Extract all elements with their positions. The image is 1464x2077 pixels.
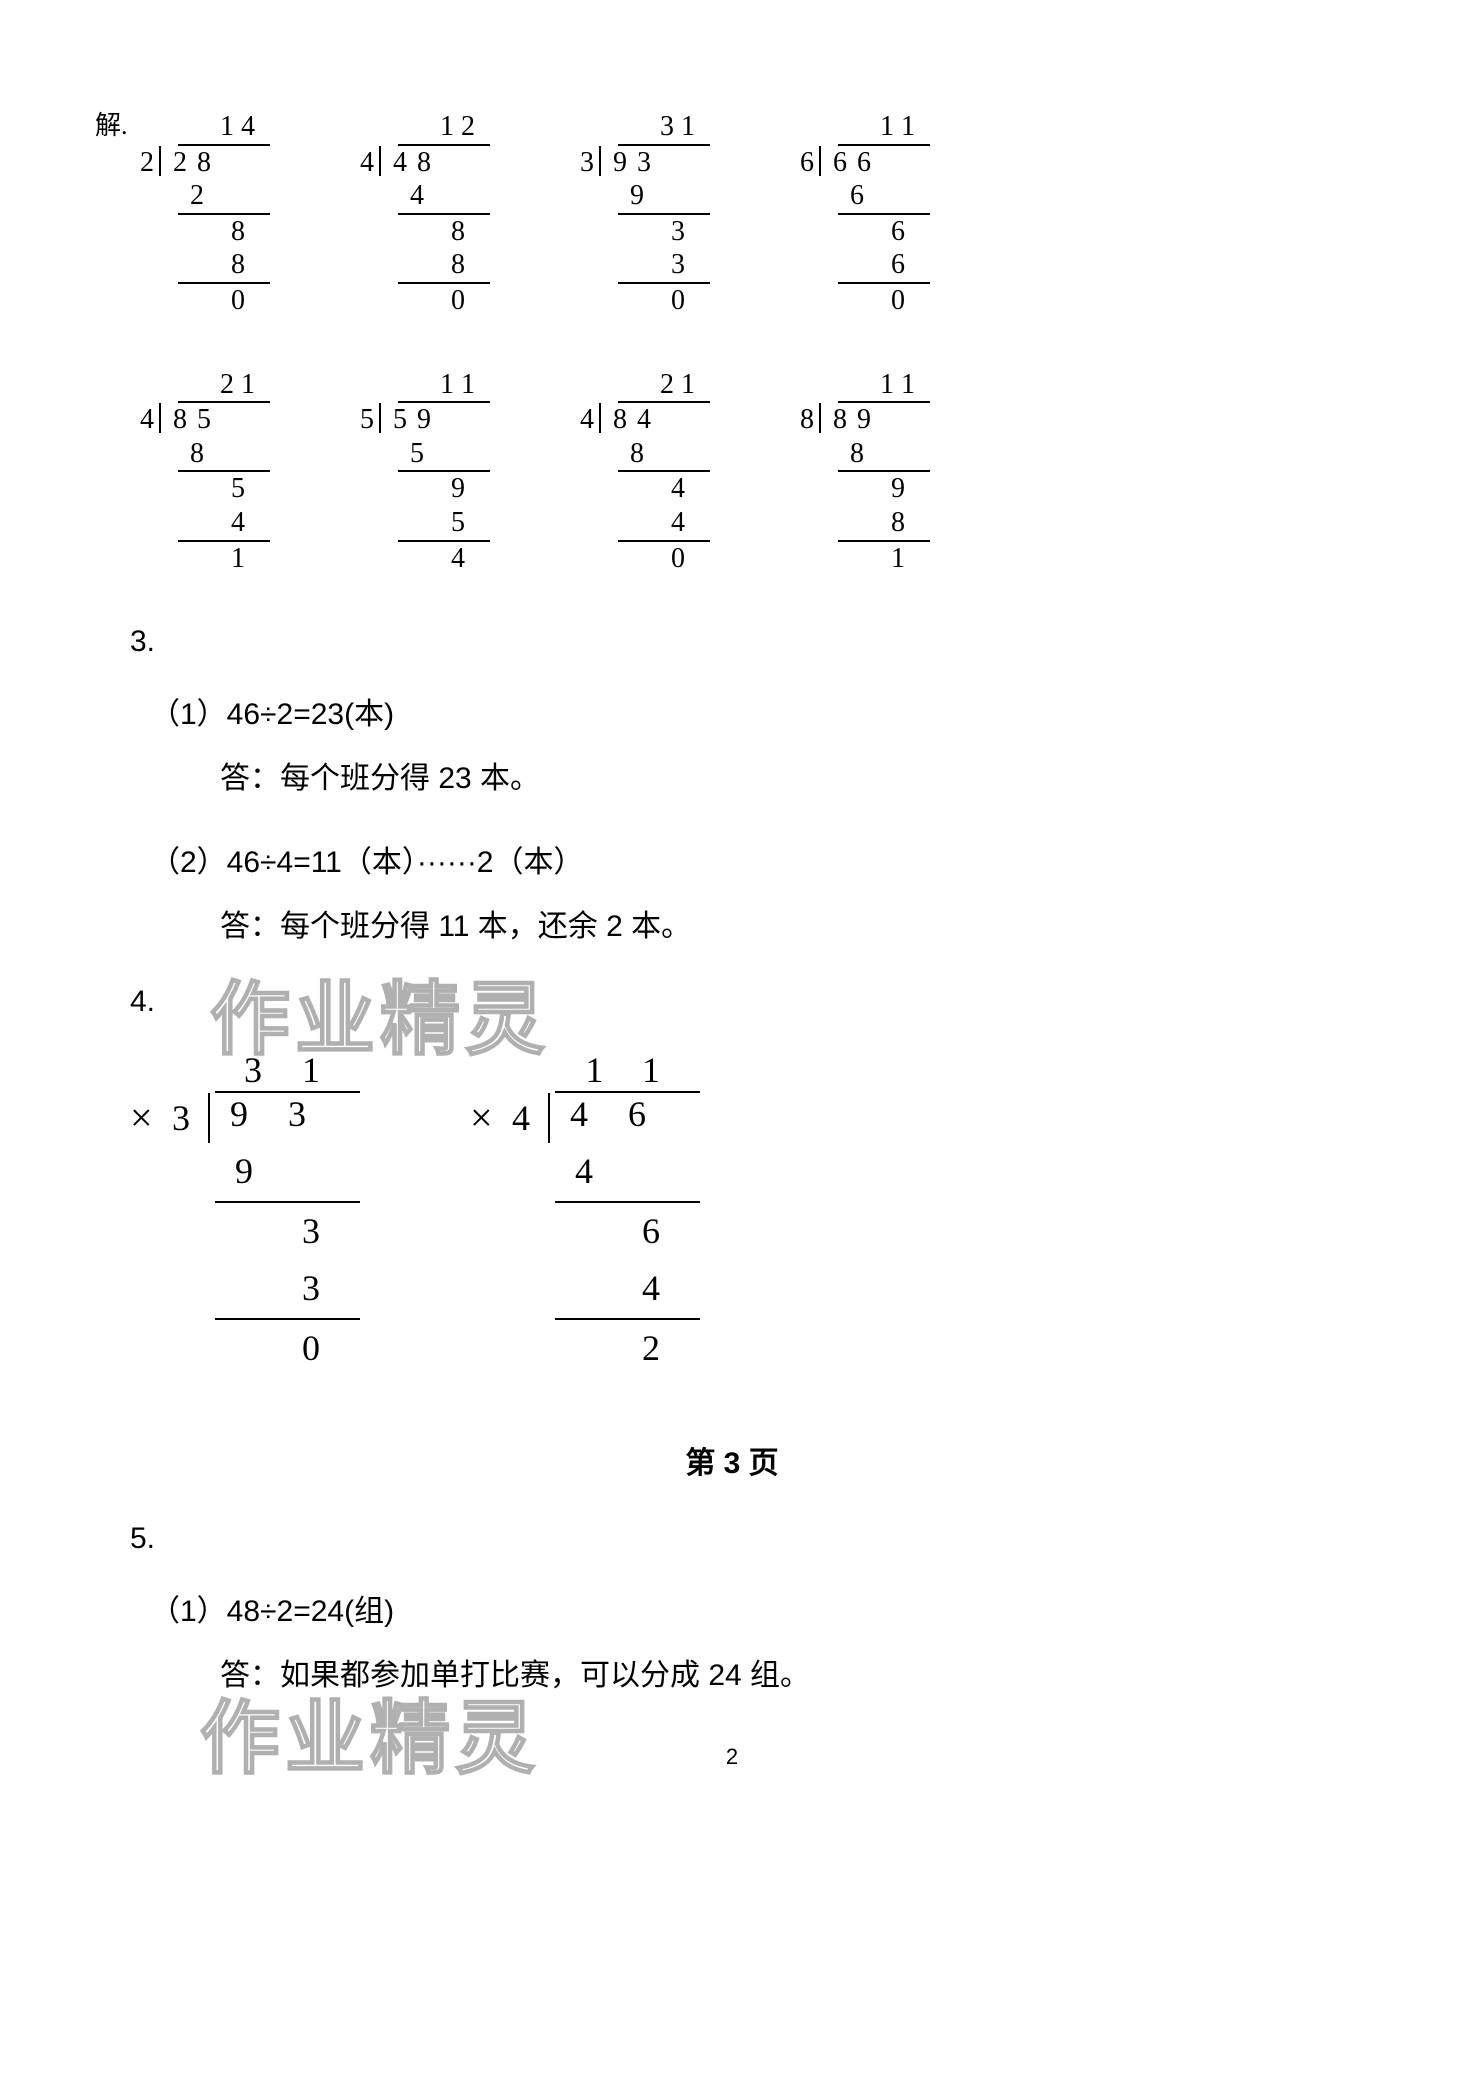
long-division-problem: ×313939330 [160, 1049, 360, 1377]
quotient: 1 1 [838, 368, 930, 404]
division-step: 6 [555, 1203, 700, 1261]
division-step: 5 [178, 472, 270, 506]
answer-3-1: 答：每个班分得 23 本。 [220, 753, 1334, 797]
division-step: 1 [178, 542, 270, 576]
division-step: 8 [178, 437, 270, 473]
quotient: 1 1 [398, 368, 490, 404]
division-step: 4 [398, 542, 490, 576]
dividend: 84 [601, 403, 661, 437]
division-step: 4 [178, 506, 270, 542]
division-step: 5 [398, 437, 490, 473]
division-step: 4 [555, 1143, 700, 1203]
page-number: 2 [130, 1744, 1334, 1770]
quotient: 1 2 [398, 110, 490, 146]
division-step: 6 [838, 215, 930, 249]
section-4-number: 4. [130, 985, 1334, 1019]
division-step: 8 [398, 248, 490, 284]
dividend: 59 [381, 403, 441, 437]
division-problem: 1 15595954 [360, 368, 490, 576]
problem-3-2: （2）46÷4=11（本）······2（本） [150, 837, 1334, 881]
division-step: 8 [838, 437, 930, 473]
division-problem: 2 14848440 [580, 368, 710, 576]
problem-5-1: （1）48÷2=24(组) [150, 1586, 1334, 1630]
dividend: 48 [381, 146, 441, 180]
problem-3-1: （1）46÷2=23(本) [150, 689, 1334, 733]
long-division-problem: ×114464642 [500, 1049, 700, 1377]
division-step: 4 [618, 472, 710, 506]
division-step: 6 [838, 179, 930, 215]
division-step: 9 [215, 1143, 360, 1203]
division-step: 8 [178, 248, 270, 284]
division-step: 3 [618, 248, 710, 284]
section-5-number: 5. [130, 1522, 1334, 1556]
division-step: 1 [838, 542, 930, 576]
division-step: 2 [178, 179, 270, 215]
quotient: 2 1 [618, 368, 710, 404]
division-step: 3 [618, 215, 710, 249]
long-division-pair: ×313939330×114464642 [160, 1049, 1334, 1377]
dividend: 93 [601, 146, 661, 180]
division-step: 4 [555, 1260, 700, 1320]
division-step: 0 [838, 284, 930, 318]
division-step: 0 [178, 284, 270, 318]
division-step: 2 [555, 1320, 700, 1378]
division-problem: 2 14858541 [140, 368, 270, 576]
division-step: 6 [838, 248, 930, 284]
divisor: 5 [360, 403, 381, 433]
division-problem: 1 18898981 [800, 368, 930, 576]
division-step: 8 [398, 215, 490, 249]
divisor: 4 [360, 146, 381, 176]
dividend: 28 [161, 146, 221, 180]
dividend: 66 [821, 146, 881, 180]
divisor: 6 [800, 146, 821, 176]
division-step: 9 [398, 472, 490, 506]
division-step: 8 [618, 437, 710, 473]
division-step: 8 [838, 506, 930, 542]
section-3-number: 3. [130, 625, 1334, 659]
divisor: 8 [800, 403, 821, 433]
dividend: 89 [821, 403, 881, 437]
dividend: 93 [210, 1093, 346, 1143]
divisor: 4 [140, 403, 161, 433]
division-problem: 解.1 42282880 [140, 110, 270, 318]
quotient: 1 1 [838, 110, 930, 146]
quotient: 3 1 [618, 110, 710, 146]
quotient: 2 1 [178, 368, 270, 404]
division-step: 9 [838, 472, 930, 506]
solution-prefix: 解. [95, 110, 128, 141]
division-problem: 3 13939330 [580, 110, 710, 318]
cross-mark-icon: × [130, 1094, 153, 1141]
divisor: 4 [580, 403, 601, 433]
division-step: 4 [618, 506, 710, 542]
division-step: 5 [398, 506, 490, 542]
divisor: 3 [580, 146, 601, 176]
division-step: 8 [178, 215, 270, 249]
division-step: 3 [215, 1260, 360, 1320]
page-label: 第 3 页 [130, 1438, 1334, 1482]
dividend: 46 [550, 1093, 686, 1143]
divisor: 2 [140, 146, 161, 176]
divisor: 3 [160, 1093, 210, 1143]
division-step: 3 [215, 1203, 360, 1261]
quotient: 1 4 [178, 110, 270, 146]
division-step: 4 [398, 179, 490, 215]
division-problem: 1 24484880 [360, 110, 490, 318]
division-row-1: 解.1 422828801 244848803 139393301 166666… [140, 110, 1334, 318]
dividend: 85 [161, 403, 221, 437]
division-problem: 1 16666660 [800, 110, 930, 318]
division-step: 0 [618, 284, 710, 318]
division-step: 9 [618, 179, 710, 215]
division-step: 0 [215, 1320, 360, 1378]
divisor: 4 [500, 1093, 550, 1143]
division-row-2: 2 148585411 155959542 148484401 18898981 [140, 368, 1334, 576]
quotient: 31 [215, 1049, 360, 1093]
division-step: 0 [398, 284, 490, 318]
division-step: 0 [618, 542, 710, 576]
answer-5-1: 答：如果都参加单打比赛，可以分成 24 组。 [220, 1650, 1334, 1694]
cross-mark-icon: × [470, 1094, 493, 1141]
answer-3-2: 答：每个班分得 11 本，还余 2 本。 [220, 901, 1334, 945]
quotient: 11 [555, 1049, 700, 1093]
